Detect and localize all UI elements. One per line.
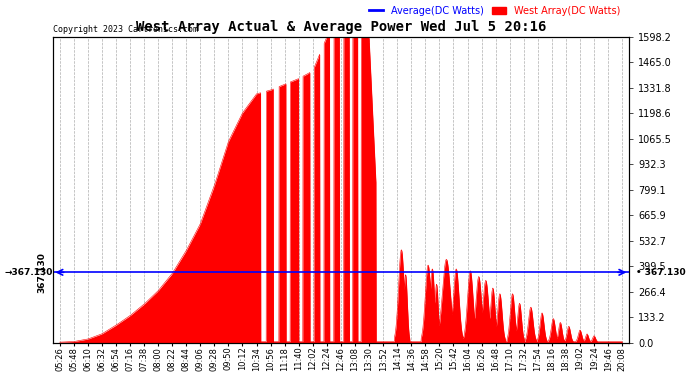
Legend: Average(DC Watts), West Array(DC Watts): Average(DC Watts), West Array(DC Watts)	[365, 2, 624, 20]
Text: →367.130: →367.130	[4, 268, 52, 277]
Text: 367.130: 367.130	[38, 252, 47, 293]
Title: West Array Actual & Average Power Wed Jul 5 20:16: West Array Actual & Average Power Wed Ju…	[136, 20, 546, 34]
Text: • 367.130: • 367.130	[636, 268, 686, 277]
Text: Copyright 2023 Cartronics.com: Copyright 2023 Cartronics.com	[52, 25, 197, 34]
